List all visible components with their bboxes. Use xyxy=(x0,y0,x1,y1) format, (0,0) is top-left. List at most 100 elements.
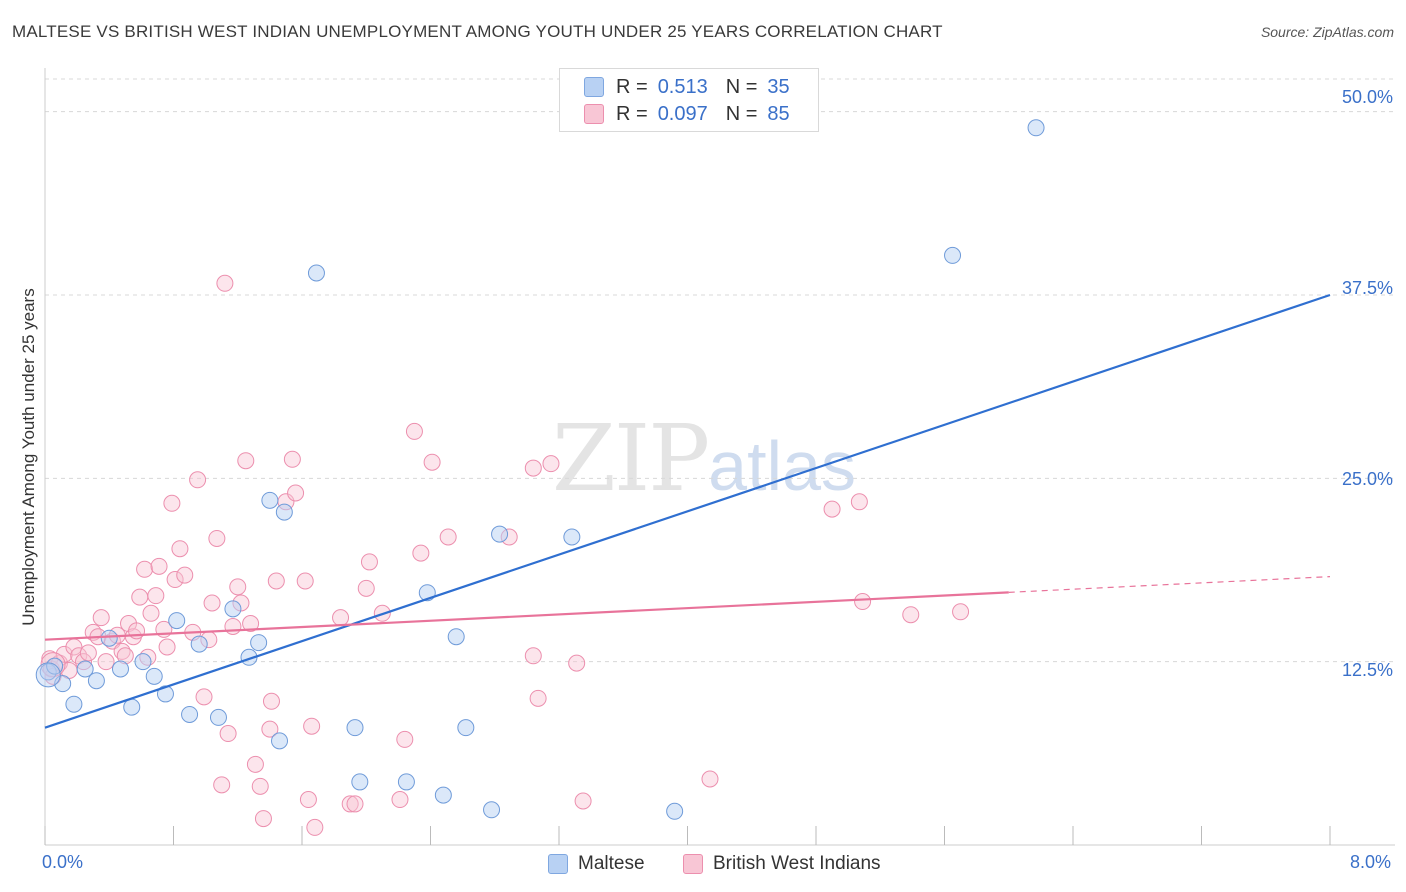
legend: R = 0.513 N = 35 R = 0.097 N = 85 xyxy=(559,68,819,132)
point-british-west-indians xyxy=(224,617,242,635)
point-british-west-indians xyxy=(147,587,165,605)
point-british-west-indians xyxy=(150,557,168,575)
point-british-west-indians xyxy=(163,494,181,512)
point-maltese xyxy=(250,634,268,652)
legend-row-maltese: R = 0.513 N = 35 xyxy=(584,75,790,99)
point-british-west-indians xyxy=(346,795,364,813)
point-maltese xyxy=(224,600,242,618)
point-british-west-indians xyxy=(203,594,221,612)
point-british-west-indians xyxy=(283,450,301,468)
legend-r-maltese: 0.513 xyxy=(657,75,708,98)
point-british-west-indians xyxy=(237,452,255,470)
point-british-west-indians xyxy=(439,528,457,546)
point-british-west-indians xyxy=(854,593,872,611)
y-tick-37-5: 37.5% xyxy=(1341,278,1393,298)
point-british-west-indians xyxy=(219,725,237,743)
watermark: ZIPatlas xyxy=(552,405,856,512)
legend-n-label-maltese: N = xyxy=(725,75,758,98)
point-british-west-indians xyxy=(251,777,269,795)
point-british-west-indians xyxy=(229,578,247,596)
y-tick-12-5: 12.5% xyxy=(1341,660,1393,680)
trend-line-maltese xyxy=(44,293,1331,729)
legend-r-bwi: 0.097 xyxy=(657,102,708,125)
x-tick-min: 0.0% xyxy=(42,852,84,872)
point-british-west-indians xyxy=(262,692,280,710)
point-maltese xyxy=(156,685,174,703)
point-british-west-indians xyxy=(287,484,305,502)
point-maltese xyxy=(275,503,293,521)
point-british-west-indians xyxy=(166,571,184,589)
legend-n-maltese: 35 xyxy=(767,75,790,98)
point-british-west-indians xyxy=(261,720,279,738)
bottom-legend-label-maltese: Maltese xyxy=(578,853,645,874)
point-maltese xyxy=(447,628,465,646)
point-maltese xyxy=(54,675,72,693)
x-tick-max: 8.0% xyxy=(1350,852,1392,872)
points-british-west-indians xyxy=(40,274,970,836)
point-maltese xyxy=(1027,119,1045,137)
point-maltese xyxy=(134,653,152,671)
point-maltese xyxy=(271,732,289,750)
legend-n-bwi: 85 xyxy=(767,102,790,125)
point-british-west-indians xyxy=(213,776,231,794)
point-british-west-indians xyxy=(412,544,430,562)
point-british-west-indians xyxy=(423,453,441,471)
point-british-west-indians xyxy=(176,566,194,584)
point-british-west-indians xyxy=(701,770,719,788)
point-maltese xyxy=(261,491,279,509)
point-british-west-indians xyxy=(97,653,115,671)
point-maltese-cluster xyxy=(35,662,61,688)
point-british-west-indians xyxy=(850,493,868,511)
legend-row-bwi: R = 0.097 N = 85 xyxy=(584,102,790,126)
point-british-west-indians xyxy=(242,615,260,633)
point-british-west-indians xyxy=(332,609,350,627)
point-british-west-indians xyxy=(296,572,314,590)
point-british-west-indians xyxy=(208,529,226,547)
point-british-west-indians xyxy=(136,560,154,578)
bottom-legend-maltese: Maltese xyxy=(548,852,645,876)
legend-r-label-bwi: R = xyxy=(616,102,648,125)
legend-r-label-maltese: R = xyxy=(616,75,648,98)
point-british-west-indians xyxy=(267,572,285,590)
point-maltese xyxy=(181,705,199,723)
bottom-legend-swatch-bwi xyxy=(683,854,703,874)
point-british-west-indians xyxy=(299,791,317,809)
point-british-west-indians xyxy=(195,688,213,706)
point-british-west-indians xyxy=(246,755,264,773)
point-maltese xyxy=(87,672,105,690)
point-maltese xyxy=(145,667,163,685)
point-maltese xyxy=(168,612,186,630)
point-british-west-indians xyxy=(391,791,409,809)
source-label: Source: ZipAtlas.com xyxy=(1260,24,1394,40)
point-british-west-indians xyxy=(568,654,586,672)
trend-lines xyxy=(44,293,1331,729)
point-maltese xyxy=(944,246,962,264)
y-tick-50: 50.0% xyxy=(1341,87,1393,107)
point-maltese xyxy=(483,801,501,819)
point-maltese xyxy=(346,719,364,737)
point-british-west-indians xyxy=(524,459,542,477)
legend-n-label-bwi: N = xyxy=(725,102,758,125)
y-axis-label: Unemployment Among Youth under 25 years xyxy=(19,288,38,626)
point-maltese xyxy=(434,786,452,804)
point-british-west-indians xyxy=(254,810,272,828)
point-maltese xyxy=(100,629,118,647)
point-british-west-indians xyxy=(92,609,110,627)
bottom-legend-bwi: British West Indians xyxy=(683,852,881,876)
legend-swatch-maltese xyxy=(584,77,604,97)
point-british-west-indians xyxy=(574,792,592,810)
point-british-west-indians xyxy=(396,730,414,748)
point-maltese xyxy=(76,660,94,678)
point-british-west-indians xyxy=(357,579,375,597)
point-british-west-indians xyxy=(306,818,324,836)
watermark-zip: ZIP xyxy=(552,405,710,512)
chart-title: MALTESE VS BRITISH WEST INDIAN UNEMPLOYM… xyxy=(12,22,943,41)
point-british-west-indians xyxy=(303,717,321,735)
y-tick-25: 25.0% xyxy=(1341,469,1393,489)
point-british-west-indians xyxy=(189,471,207,489)
watermark-atlas: atlas xyxy=(708,427,857,505)
point-british-west-indians xyxy=(131,588,149,606)
point-maltese xyxy=(46,657,64,675)
point-british-west-indians xyxy=(216,274,234,292)
